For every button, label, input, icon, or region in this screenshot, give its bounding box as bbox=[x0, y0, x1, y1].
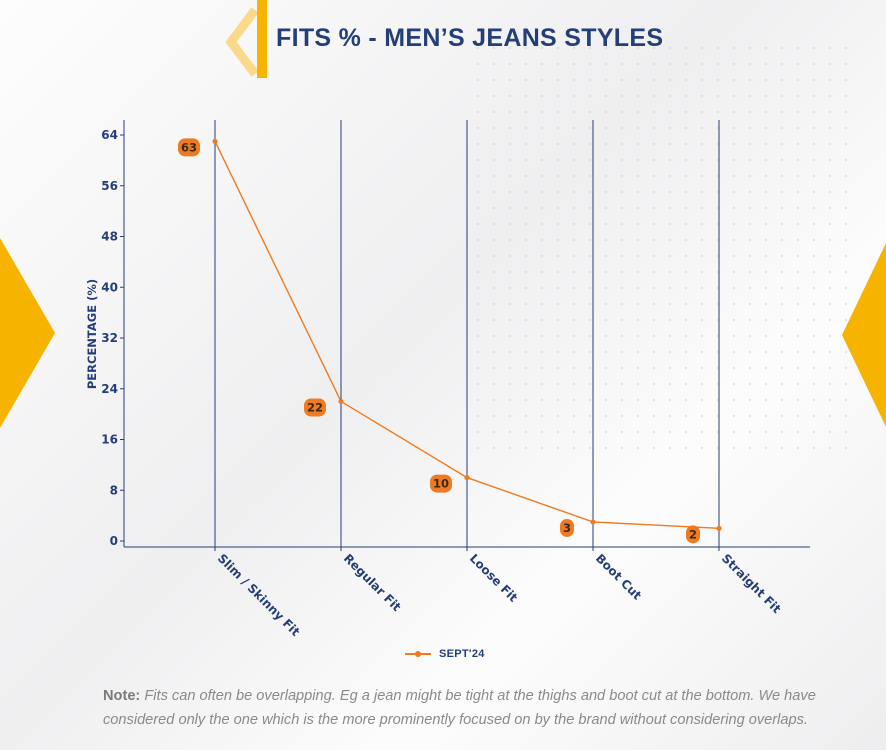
legend-label: SEPT'24 bbox=[439, 648, 485, 660]
y-tick-label: 0 bbox=[110, 534, 118, 548]
data-point bbox=[212, 138, 218, 144]
dot-pattern bbox=[470, 40, 850, 460]
x-tick-label: Loose Fit bbox=[467, 551, 521, 605]
chart-legend: SEPT'24 bbox=[405, 648, 485, 660]
page-title: FITS % - MEN’S JEANS STYLES bbox=[276, 24, 664, 52]
data-label-bg bbox=[560, 518, 574, 537]
note-label: Note: bbox=[103, 688, 141, 704]
x-tick-label: Slim / Skinny Fit bbox=[215, 551, 303, 639]
left-accent-triangle bbox=[0, 238, 55, 428]
y-tick-label: 56 bbox=[101, 179, 118, 193]
footnote: Note: Fits can often be overlapping. Eg … bbox=[103, 684, 823, 732]
y-tick-label: 64 bbox=[101, 128, 118, 142]
y-tick-label: 24 bbox=[101, 382, 118, 396]
y-tick-label: 32 bbox=[101, 331, 118, 345]
data-label: 10 bbox=[433, 477, 449, 491]
data-label: 22 bbox=[307, 400, 323, 414]
data-label: 3 bbox=[563, 521, 571, 535]
data-point bbox=[590, 519, 596, 525]
title-chevron-icon bbox=[225, 7, 259, 77]
y-tick-label: 16 bbox=[101, 433, 118, 447]
right-accent-triangle bbox=[842, 243, 886, 427]
data-label-bg bbox=[304, 398, 326, 417]
legend-swatch bbox=[405, 651, 431, 657]
data-label-bg bbox=[178, 138, 200, 157]
y-tick-label: 8 bbox=[110, 483, 118, 497]
y-axis-label: PERCENTAGE (%) bbox=[85, 279, 99, 389]
data-point bbox=[338, 398, 344, 405]
data-label-bg bbox=[686, 525, 700, 544]
x-tick-label: Regular Fit bbox=[341, 551, 404, 614]
note-text: Fits can often be overlapping. Eg a jean… bbox=[103, 688, 816, 728]
y-tick-label: 40 bbox=[101, 280, 118, 294]
data-point bbox=[464, 474, 470, 481]
x-tick-label: Boot Cut bbox=[593, 551, 645, 603]
x-tick-label: Straight Fit bbox=[719, 551, 784, 616]
y-tick-label: 48 bbox=[101, 230, 118, 244]
title-accent-bar bbox=[257, 0, 267, 78]
data-label: 2 bbox=[689, 527, 697, 541]
data-point bbox=[716, 525, 722, 531]
data-label: 63 bbox=[181, 140, 197, 154]
data-label-bg bbox=[430, 474, 452, 493]
